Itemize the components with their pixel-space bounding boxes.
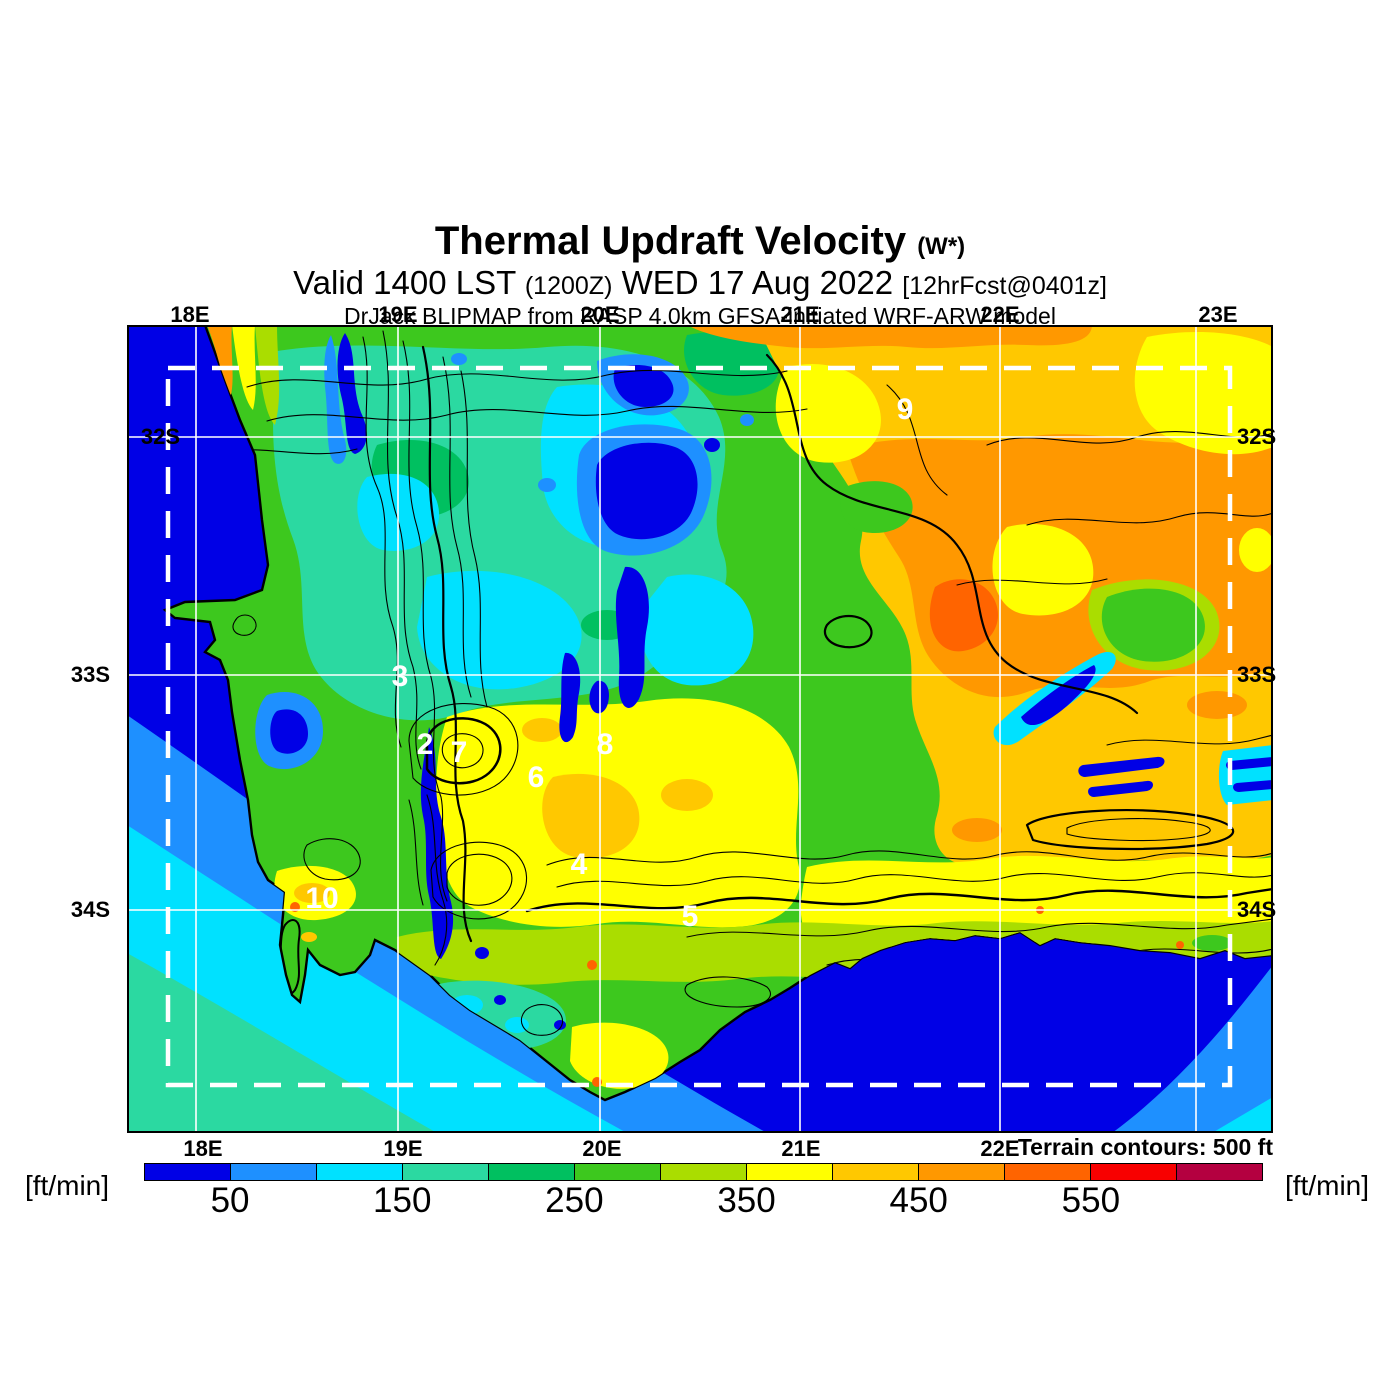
colorbar — [144, 1163, 1263, 1181]
colorbar-segment-11 — [1090, 1164, 1176, 1180]
site-marker-3: 3 — [391, 660, 409, 693]
colorbar-segment-9 — [918, 1164, 1004, 1180]
lon-label-bottom-22E: 22E — [980, 1136, 1020, 1161]
colorbar-segment-4 — [488, 1164, 574, 1180]
site-marker-9: 9 — [896, 393, 914, 426]
terrain-contours — [206, 330, 1273, 1036]
map-plot — [127, 325, 1273, 1133]
colorbar-tick-550: 550 — [1061, 1181, 1121, 1220]
colorbar-segment-1 — [230, 1164, 316, 1180]
site-marker-2: 2 — [416, 728, 434, 761]
site-marker-6: 6 — [527, 761, 545, 794]
site-marker-8: 8 — [596, 728, 614, 761]
forecast-tag: [12hrFcst@0401z] — [902, 272, 1107, 300]
lat-label-right-32S: 32S — [1237, 424, 1277, 449]
lon-label-top-18E: 18E — [170, 302, 210, 327]
page-title: Thermal Updraft Velocity (W*) — [0, 219, 1400, 266]
lon-label-top-23E: 23E — [1198, 302, 1238, 327]
colorbar-segment-0 — [145, 1164, 230, 1180]
site-marker-5: 5 — [681, 900, 699, 933]
title-suffix: (W*) — [917, 233, 966, 260]
lon-label-top-19E: 19E — [378, 302, 418, 327]
lat-label-left-32S: 32S — [140, 424, 180, 449]
title-block: Thermal Updraft Velocity (W*) Valid 1400… — [0, 219, 1400, 329]
map-canvas: 9 3 2 7 8 6 4 5 10 — [127, 325, 1273, 1133]
lat-label-left-33S: 33S — [70, 662, 110, 687]
colorbar-unit-right: [ft/min] — [1285, 1170, 1370, 1201]
lon-label-bottom-21E: 21E — [781, 1136, 821, 1161]
lon-label-bottom-20E: 20E — [582, 1136, 622, 1161]
grid-lines — [127, 325, 1273, 1133]
valid-prefix: Valid 1400 LST — [293, 264, 516, 301]
valid-zulu: (1200Z) — [524, 272, 613, 300]
lon-label-top-22E: 22E — [980, 302, 1020, 327]
colorbar-unit-left: [ft/min] — [25, 1170, 110, 1201]
domain-boundary — [165, 365, 1233, 1088]
model-line: DrJack BLIPMAP from RASP 4.0km GFSA-init… — [344, 303, 1056, 329]
thermal-field-layer — [207, 325, 1273, 1089]
colorbar-segment-8 — [832, 1164, 918, 1180]
title-main: Thermal Updraft Velocity — [434, 219, 907, 263]
lat-label-right-33S: 33S — [1237, 662, 1277, 687]
colorbar-segment-6 — [660, 1164, 746, 1180]
terrain-note: Terrain contours: 500 ft — [1017, 1134, 1273, 1160]
lat-label-left-34S: 34S — [70, 897, 110, 922]
map-frame — [127, 325, 1273, 1133]
colorbar-segment-5 — [574, 1164, 660, 1180]
valid-date: WED 17 Aug 2022 — [621, 264, 894, 301]
colorbar-segment-12 — [1176, 1164, 1262, 1180]
colorbar-tick-50: 50 — [210, 1181, 250, 1220]
lon-label-bottom-19E: 19E — [383, 1136, 423, 1161]
colorbar-segment-2 — [316, 1164, 402, 1180]
lon-label-bottom-18E: 18E — [183, 1136, 223, 1161]
colorbar-tick-150: 150 — [373, 1181, 432, 1220]
site-marker-4: 4 — [570, 848, 588, 881]
colorbar-tick-250: 250 — [545, 1181, 604, 1220]
site-marker-7: 7 — [450, 736, 468, 769]
colorbar-tick-450: 450 — [889, 1181, 948, 1220]
colorbar-segment-3 — [402, 1164, 488, 1180]
lon-label-top-21E: 21E — [780, 302, 820, 327]
colorbar-segment-10 — [1004, 1164, 1090, 1180]
colorbar-segment-7 — [746, 1164, 832, 1180]
lon-label-top-20E: 20E — [580, 302, 620, 327]
lat-label-right-34S: 34S — [1237, 897, 1277, 922]
site-marker-10: 10 — [305, 882, 339, 915]
valid-time-line: Valid 1400 LST (1200Z) WED 17 Aug 2022 [… — [0, 266, 1400, 303]
colorbar-tick-350: 350 — [717, 1181, 776, 1220]
